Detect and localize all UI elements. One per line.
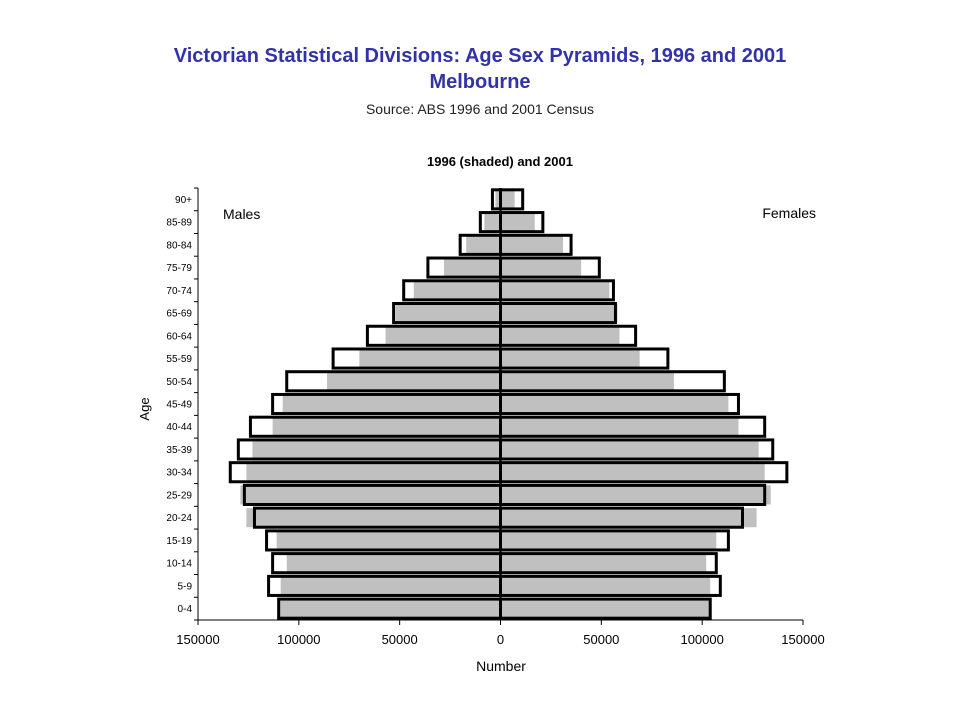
- y-tick-label: 50-54: [166, 377, 192, 388]
- bar-1996-male-60-64: [385, 326, 501, 346]
- y-tick-label: 20-24: [166, 513, 192, 524]
- x-tick-label: 50000: [382, 632, 418, 647]
- y-tick-label: 55-59: [166, 354, 192, 365]
- bar-1996-male-65-69: [395, 303, 501, 323]
- bar-1996-female-55-59: [500, 348, 640, 369]
- y-tick-label: 25-29: [166, 490, 192, 501]
- x-tick-label: 150000: [176, 632, 219, 647]
- bar-1996-male-50-54: [327, 371, 501, 391]
- y-tick-labels: 0-4 5-9 10-14 15-19 20-24 25-29 30-34 35-39 40-4…: [166, 195, 192, 615]
- y-tick-label: 80-84: [166, 240, 192, 251]
- x-tick-labels: 150000 100000 50000 0 50000 100000 150000: [176, 620, 825, 647]
- bar-1996-female-75-79: [500, 258, 582, 278]
- x-tick-label: 0: [497, 632, 504, 647]
- bar-1996-female-85-89: [500, 212, 535, 232]
- page-title: Victorian Statistical Divisions: Age Sex…: [173, 45, 787, 67]
- y-tick-label: 45-49: [166, 400, 192, 411]
- bar-1996-male-10-14: [286, 553, 501, 573]
- bar-1996-female-60-64: [500, 326, 620, 346]
- y-axis-label: Age: [137, 397, 152, 420]
- bar-1996-female-15-19: [500, 530, 717, 550]
- bar-1996-male-40-44: [272, 417, 501, 437]
- bar-1996-female-70-74: [500, 280, 610, 300]
- bar-1996-female-90+: [500, 189, 515, 209]
- bar-1996-female-25-29: [500, 485, 771, 505]
- x-tick-label: 100000: [277, 632, 320, 647]
- x-tick-label: 50000: [583, 632, 619, 647]
- bar-1996-male-35-39: [252, 439, 501, 460]
- bar-1996-male-55-59: [359, 348, 501, 369]
- y-tick-label: 5-9: [178, 581, 193, 592]
- x-tick-label: 150000: [781, 632, 824, 647]
- bar-1996-male-0-4: [278, 599, 501, 619]
- bar-1996-male-85-89: [484, 212, 501, 232]
- bar-1996-male-15-19: [276, 530, 501, 550]
- bar-1996-female-80-84: [500, 235, 564, 255]
- bar-1996-female-0-4: [500, 599, 711, 619]
- y-tick-label: 30-34: [166, 468, 192, 479]
- y-tick-label: 60-64: [166, 331, 192, 342]
- y-tick-label: 85-89: [166, 218, 192, 229]
- bar-1996-male-25-29: [240, 485, 501, 505]
- bar-1996-male-75-79: [444, 258, 501, 278]
- bar-1996-female-10-14: [500, 553, 707, 573]
- bar-1996-male-80-84: [466, 235, 501, 255]
- x-axis-label: Number: [476, 658, 526, 674]
- page-subtitle: Melbourne: [429, 71, 531, 93]
- source-note: Source: ABS 1996 and 2001 Census: [365, 101, 595, 117]
- females-label: Females: [762, 205, 816, 221]
- y-tick-label: 35-39: [166, 445, 192, 456]
- y-tick-label: 0-4: [178, 604, 193, 615]
- bar-1996-male-5-9: [280, 576, 501, 596]
- bar-1996-female-20-24: [500, 508, 757, 528]
- bar-1996-female-65-69: [500, 303, 618, 323]
- y-tick-label: 90+: [175, 195, 192, 206]
- x-tick-label: 100000: [680, 632, 723, 647]
- bar-1996-male-30-34: [246, 462, 501, 482]
- bar-1996-male-70-74: [413, 280, 501, 300]
- y-tick-label: 15-19: [166, 536, 192, 547]
- bar-1996-male-45-49: [282, 394, 501, 414]
- y-tick-label: 70-74: [166, 286, 192, 297]
- bar-1996-male-90+: [495, 189, 501, 209]
- y-tick-label: 10-14: [166, 559, 192, 570]
- bar-1996-female-30-34: [500, 462, 765, 482]
- bar-1996-female-35-39: [500, 439, 759, 460]
- y-tick-label: 65-69: [166, 309, 192, 320]
- chart-title: 1996 (shaded) and 2001: [427, 154, 573, 169]
- bar-1996-female-45-49: [500, 394, 729, 414]
- bar-1996-female-40-44: [500, 417, 739, 437]
- bar-1996-male-20-24: [246, 508, 501, 528]
- bar-1996-female-50-54: [500, 371, 674, 391]
- y-tick-label: 40-44: [166, 422, 192, 433]
- y-tick-label: 75-79: [166, 263, 192, 274]
- series-1996-bars: [240, 189, 771, 619]
- bar-1996-female-5-9: [500, 576, 711, 596]
- males-label: Males: [223, 206, 260, 222]
